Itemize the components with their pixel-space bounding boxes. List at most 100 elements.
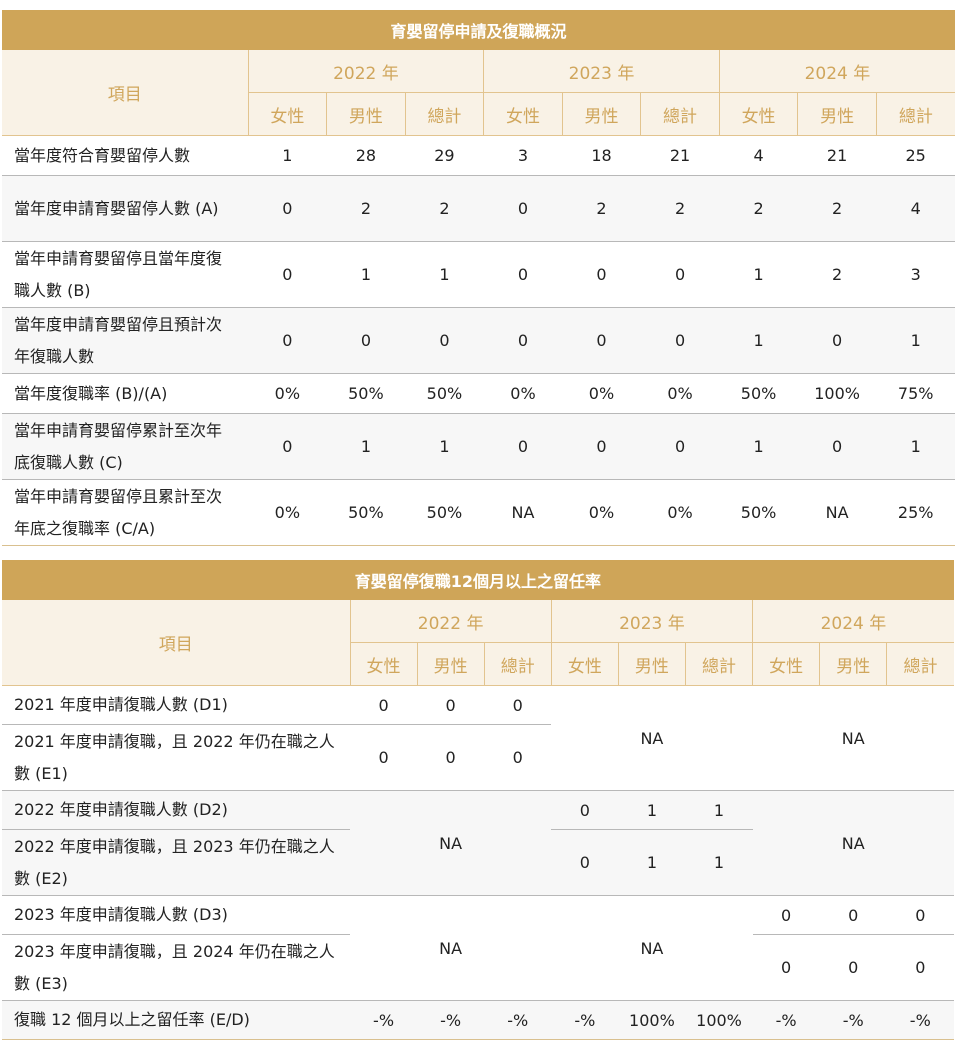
cell-value: 0 <box>483 175 563 242</box>
cell-value: 1 <box>719 413 798 480</box>
cell-value: -% <box>350 1000 418 1040</box>
cell-value: 0 <box>484 724 552 791</box>
sub-header: 女性 <box>550 642 619 686</box>
cell-value: 0 <box>562 413 641 480</box>
na-cell: NA <box>551 895 753 1001</box>
cell-value: 0% <box>640 479 720 546</box>
sub-header: 女性 <box>483 92 563 136</box>
sub-header: 總計 <box>404 92 484 136</box>
cell-value: 100% <box>685 1000 753 1040</box>
cell-value: -% <box>551 1000 619 1040</box>
table-row: 復職 12 個月以上之留任率 (E/D) -% -% -% -% 100% 100% -% -%… <box>2 1000 954 1040</box>
retention-rate-table: 育嬰留停復職12個月以上之留任率 項目 2022 年 2023 年 2024 年女性 男性… <box>2 560 954 1040</box>
cell-value: 0 <box>484 685 552 725</box>
cell-value: 3 <box>483 135 563 176</box>
cell-value: 0 <box>886 934 954 1001</box>
row-label: 當年度符合育嬰留停人數 <box>2 135 249 176</box>
cell-value: 0 <box>405 307 484 374</box>
cell-value: 28 <box>326 135 406 176</box>
cell-value: -% <box>819 1000 887 1040</box>
year-header: 2024 年 <box>752 600 954 643</box>
cell-value: 0 <box>248 413 327 480</box>
table-header: 育嬰留停復職12個月以上之留任率 項目 2022 年 2023 年 2024 年女性 男性… <box>2 560 954 686</box>
table-row: 2022 年度申請復職人數 (D2) NA 0 1 1 NA <box>2 790 954 896</box>
table-row: 2021 年度申請復職人數 (D1) 0 0 0 NA NA <box>2 685 954 791</box>
na-cell: NA <box>752 790 954 896</box>
sub-header: 總計 <box>640 92 720 136</box>
cell-value: 0 <box>562 241 641 308</box>
cell-value: 0% <box>248 479 327 546</box>
parental-leave-table: 育嬰留停申請及復職概況 項目 2022 年 2023 年 2024 年女性 男性 總計 女性男… <box>2 10 955 546</box>
table-title: 育嬰留停復職12個月以上之留任率 <box>2 560 954 600</box>
cell-value: 1 <box>876 413 955 480</box>
cell-value: 0 <box>551 790 619 830</box>
cell-value: 25% <box>876 479 955 546</box>
na-cell: NA <box>350 790 552 896</box>
cell-value: 0 <box>752 934 820 1001</box>
cell-value: 2 <box>797 241 877 308</box>
cell-value: 1 <box>248 135 327 176</box>
cell-value: 0 <box>248 307 327 374</box>
cell-value: 0% <box>562 479 641 546</box>
row-label: 當年申請育嬰留停且累計至次年底之復職率 (C/A) <box>2 479 249 546</box>
cell-value: 0 <box>417 685 485 725</box>
cell-value: -% <box>886 1000 954 1040</box>
cell-value: 4 <box>719 135 798 176</box>
table-row: 2022 年度申請復職，且 2023 年仍在職之人數 (E2) 0 1 1 <box>2 829 954 896</box>
row-label: 當年申請育嬰留停累計至次年底復職人數 (C) <box>2 413 249 480</box>
cell-value: 21 <box>640 135 720 176</box>
cell-value: NA <box>483 479 563 546</box>
sub-header: 總計 <box>875 92 955 136</box>
sub-header: 男性 <box>819 642 887 686</box>
sub-header: 總計 <box>684 642 753 686</box>
row-label: 當年度申請育嬰留停人數 (A) <box>2 175 249 242</box>
row-label: 2021 年度申請復職，且 2022 年仍在職之人數 (E1) <box>2 724 350 791</box>
sub-header: 女性 <box>349 642 418 686</box>
cell-value: 0 <box>797 413 877 480</box>
sub-header: 男性 <box>561 92 641 136</box>
sub-header: 男性 <box>617 642 686 686</box>
cell-value: 21 <box>797 135 877 176</box>
cell-value: -% <box>484 1000 552 1040</box>
cell-value: 50% <box>719 373 798 414</box>
na-cell: NA <box>551 685 753 791</box>
cell-value: 1 <box>685 790 753 830</box>
sub-header: 女性 <box>718 92 798 136</box>
cell-value: 50% <box>405 373 484 414</box>
cell-value: 0 <box>326 307 406 374</box>
row-label: 2023 年度申請復職人數 (D3) <box>2 895 350 935</box>
table-row: 當年申請育嬰留停累計至次年底復職人數 (C) 0 1 1 0 0 0 1 0 1 <box>2 413 955 480</box>
cell-value: 0 <box>350 724 418 791</box>
table-header: 育嬰留停申請及復職概況 項目 2022 年 2023 年 2024 年女性 男性 總計 女性男… <box>2 10 955 136</box>
row-label: 2021 年度申請復職人數 (D1) <box>2 685 350 725</box>
cell-value: 0 <box>483 307 563 374</box>
row-label: 2023 年度申請復職，且 2024 年仍在職之人數 (E3) <box>2 934 350 1001</box>
cell-value: 3 <box>876 241 955 308</box>
sub-header: 男性 <box>416 642 485 686</box>
cell-value: 4 <box>876 175 955 242</box>
cell-value: 1 <box>326 241 406 308</box>
cell-value: 0 <box>350 685 418 725</box>
cell-value: 0 <box>248 175 327 242</box>
cell-value: 1 <box>719 241 798 308</box>
cell-value: NA <box>797 479 877 546</box>
cell-value: 2 <box>640 175 720 242</box>
row-label: 2022 年度申請復職人數 (D2) <box>2 790 350 830</box>
cell-value: 0 <box>886 895 954 935</box>
cell-value: 1 <box>618 829 686 896</box>
cell-value: 1 <box>405 241 484 308</box>
cell-value: 0% <box>483 373 563 414</box>
cell-value: -% <box>752 1000 820 1040</box>
cell-value: 50% <box>326 373 406 414</box>
cell-value: 0 <box>640 241 720 308</box>
cell-value: 50% <box>326 479 406 546</box>
sub-header: 女性 <box>247 92 327 136</box>
table-title: 育嬰留停申請及復職概況 <box>2 10 955 50</box>
row-label: 當年度申請育嬰留停且預計次年復職人數 <box>2 307 249 374</box>
cell-value: 0 <box>640 307 720 374</box>
cell-value: 1 <box>405 413 484 480</box>
year-header: 2022 年 <box>247 50 484 93</box>
row-label: 當年申請育嬰留停且當年度復職人數 (B) <box>2 241 249 308</box>
cell-value: 50% <box>405 479 484 546</box>
cell-value: 0 <box>483 241 563 308</box>
